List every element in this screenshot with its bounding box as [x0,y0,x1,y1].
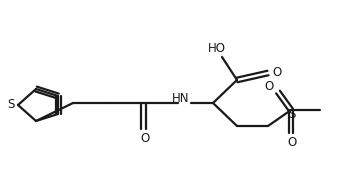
Text: O: O [264,81,274,93]
Text: S: S [7,98,15,112]
Text: HO: HO [208,43,226,56]
Text: S: S [288,107,296,121]
Text: O: O [141,132,150,144]
Text: HN: HN [172,93,190,105]
Text: O: O [272,66,282,79]
Text: O: O [287,135,297,148]
